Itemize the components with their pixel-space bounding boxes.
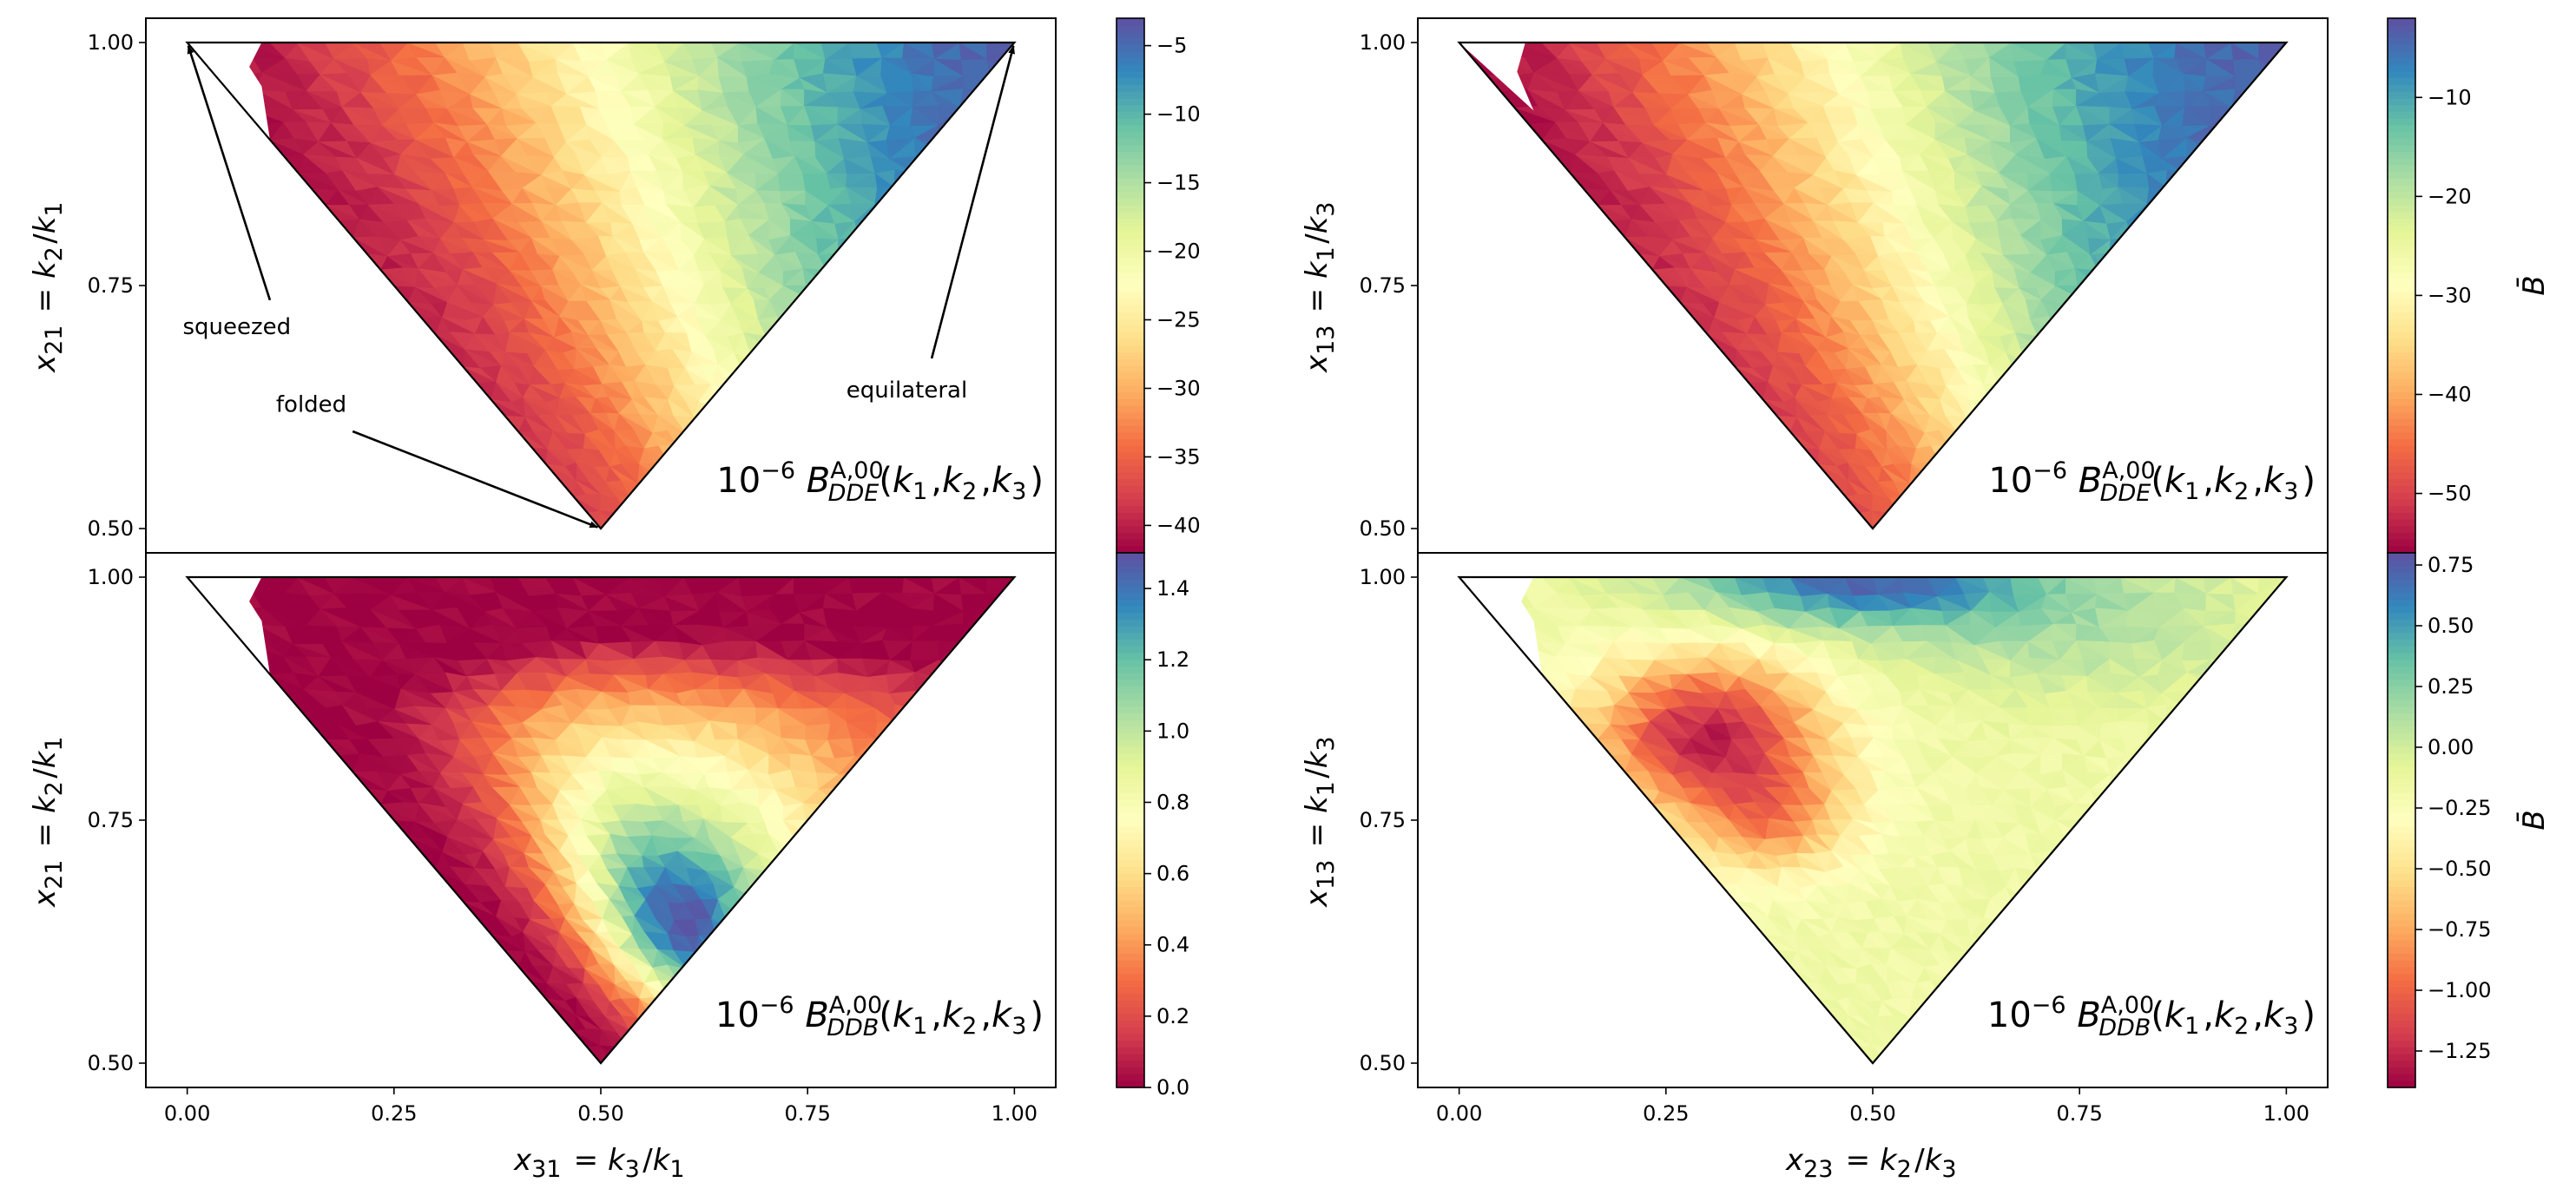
heatmap-cell	[765, 43, 795, 61]
heatmap-cell	[268, 43, 299, 58]
panel-tr	[1411, 17, 2329, 554]
panel-tl	[139, 17, 1057, 554]
heatmap-cell	[820, 43, 851, 60]
heatmap-cell	[324, 43, 354, 60]
heatmap-cell	[710, 43, 741, 58]
heatmap-cell	[600, 43, 629, 61]
heatmap-cell	[655, 43, 685, 62]
heatmap-cell	[490, 43, 520, 58]
heatmap-cell	[544, 43, 575, 60]
heatmap-cell	[434, 43, 464, 58]
heatmap-cell	[379, 43, 409, 61]
